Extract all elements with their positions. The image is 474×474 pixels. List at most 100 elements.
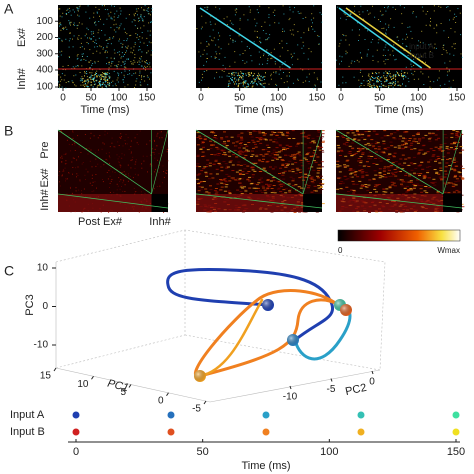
- weight: [343, 166, 347, 168]
- spike: [226, 16, 228, 18]
- spike: [236, 8, 238, 10]
- x-tick-label: 0: [60, 93, 66, 104]
- weight: [353, 138, 357, 140]
- weight: [65, 178, 67, 180]
- weight: [217, 162, 221, 164]
- spike: [409, 50, 411, 52]
- spike: [117, 52, 119, 54]
- y-tick-label: -5: [327, 384, 336, 395]
- spike: [314, 84, 316, 86]
- spike: [125, 67, 127, 69]
- spike: [73, 75, 75, 77]
- spike: [86, 71, 87, 72]
- spike: [449, 19, 450, 21]
- weight: [300, 187, 303, 189]
- weight: [254, 190, 258, 192]
- weight: [404, 174, 408, 176]
- spike: [58, 74, 60, 76]
- spike: [239, 76, 241, 78]
- spike: [126, 38, 128, 40]
- spike: [449, 53, 451, 55]
- spike: [263, 55, 264, 57]
- spike: [68, 56, 70, 58]
- weight: [272, 149, 276, 151]
- spike: [86, 56, 88, 57]
- spike: [278, 22, 280, 24]
- weight: [366, 186, 370, 187]
- spike: [81, 65, 83, 67]
- spike: [366, 55, 368, 57]
- weight: [281, 163, 285, 165]
- weight: [223, 178, 227, 180]
- weight: [305, 136, 309, 138]
- weight: [397, 178, 400, 180]
- spike: [232, 72, 234, 74]
- spike: [274, 61, 276, 63]
- weight: [379, 175, 383, 177]
- weight: [394, 171, 398, 173]
- weight: [382, 170, 386, 172]
- spike: [206, 61, 207, 63]
- weight: [242, 157, 246, 159]
- spike: [378, 72, 380, 74]
- spike: [345, 19, 347, 21]
- spike: [99, 52, 101, 54]
- weight: [345, 160, 349, 162]
- weight: [439, 177, 443, 179]
- spike: [67, 65, 69, 66]
- spike: [259, 5, 261, 7]
- weight: [228, 180, 232, 182]
- spike: [270, 73, 272, 75]
- weight: [162, 165, 164, 167]
- spike: [84, 71, 85, 73]
- weight: [401, 180, 405, 182]
- spike: [66, 14, 68, 15]
- weight: [307, 134, 311, 136]
- spike: [107, 9, 109, 11]
- spike: [263, 53, 265, 55]
- spike: [395, 78, 396, 80]
- weight: [264, 139, 268, 141]
- spike: [97, 60, 99, 62]
- diagonal: [151, 129, 169, 195]
- weight: [461, 168, 465, 170]
- weight: [453, 143, 456, 145]
- spike: [361, 57, 363, 59]
- spike: [367, 30, 369, 32]
- weight: [423, 174, 427, 176]
- spike: [392, 75, 394, 77]
- spike: [133, 19, 135, 21]
- weight: [100, 211, 102, 213]
- spike: [143, 9, 145, 11]
- weight: [400, 183, 403, 185]
- legend-entry: Input B: [10, 426, 45, 438]
- weight: [387, 166, 390, 168]
- weight: [275, 151, 278, 153]
- spike: [279, 55, 281, 57]
- spike: [235, 11, 237, 13]
- weight: [417, 184, 421, 186]
- weight: [455, 132, 459, 134]
- inh-block: [443, 193, 462, 212]
- weight: [449, 147, 453, 149]
- spike: [407, 26, 409, 28]
- weight: [77, 166, 79, 168]
- weight: [235, 156, 239, 158]
- spike: [121, 56, 123, 58]
- spike: [210, 15, 212, 17]
- spike: [231, 74, 233, 76]
- spike: [454, 31, 456, 33]
- spike: [412, 74, 414, 76]
- spike: [101, 30, 103, 31]
- weight: [390, 165, 394, 167]
- weight: [198, 135, 202, 137]
- weight: [405, 191, 409, 193]
- spike: [402, 83, 403, 85]
- spike: [134, 54, 136, 56]
- spike: [59, 38, 61, 39]
- weight: [404, 181, 408, 183]
- weight: [312, 169, 316, 171]
- weight: [215, 173, 219, 175]
- weight: [124, 184, 126, 186]
- weight: [281, 165, 285, 166]
